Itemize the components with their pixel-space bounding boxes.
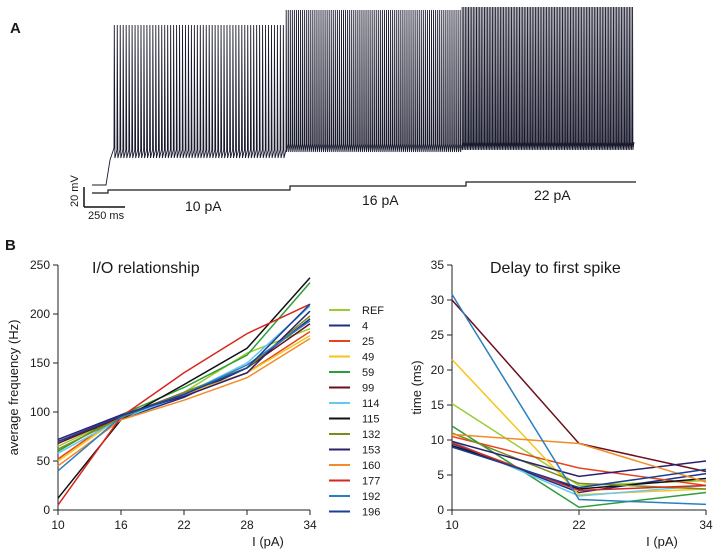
legend-label-25: 25 <box>362 336 374 348</box>
delay-series-192 <box>451 294 707 506</box>
io-y-tick-label: 250 <box>30 258 50 272</box>
io-series-4 <box>57 318 311 443</box>
legend-label-99: 99 <box>362 383 374 395</box>
voltage-trace <box>92 6 635 186</box>
stimulus-label-16pa: 16 pA <box>362 192 399 208</box>
delay-y-tick-label: 10 <box>431 433 445 447</box>
delay-first-spike-chart: 0 5 10 15 20 25 30 35 10 22 34 Delay to first spike… <box>409 258 713 549</box>
legend-label-REF: REF <box>362 305 384 317</box>
delay-series-153 <box>451 440 707 478</box>
delay-y-tick-label: 15 <box>431 398 445 412</box>
io-y-tick-label: 0 <box>43 503 50 517</box>
io-x-tick-label: 10 <box>51 518 65 532</box>
panel-a-label: A <box>10 20 21 37</box>
io-x-tick-label: 28 <box>240 518 254 532</box>
stimulus-trace <box>92 181 636 194</box>
delay-x-tick-label: 10 <box>445 518 459 532</box>
legend-label-115: 115 <box>362 414 380 426</box>
io-x-label: I (pA) <box>252 534 284 549</box>
delay-series-49 <box>451 358 707 496</box>
stimulus-label-22pa: 22 pA <box>534 187 571 203</box>
delay-y-label: time (ms) <box>409 360 424 414</box>
io-y-tick-label: 50 <box>37 454 51 468</box>
delay-x-tick-label: 22 <box>572 518 586 532</box>
io-series-153 <box>57 310 311 441</box>
legend-label-177: 177 <box>362 476 380 488</box>
scale-bar-h-label: 250 ms <box>88 210 125 222</box>
delay-series-177 <box>451 442 707 492</box>
legend-label-153: 153 <box>362 445 380 457</box>
legend-label-49: 49 <box>362 352 374 364</box>
spike-train-path <box>92 6 635 186</box>
io-y-tick-label: 150 <box>30 356 50 370</box>
delay-y-tick-label: 30 <box>431 293 445 307</box>
delay-y-tick-label: 35 <box>431 258 445 272</box>
delay-title: Delay to first spike <box>490 260 621 277</box>
io-y-tick-label: 200 <box>30 307 50 321</box>
legend-label-59: 59 <box>362 367 374 379</box>
delay-series-25 <box>451 435 707 487</box>
legend-label-132: 132 <box>362 429 380 441</box>
delay-x-label: I (pA) <box>646 534 678 549</box>
legend-label-4: 4 <box>362 321 368 333</box>
legend-label-192: 192 <box>362 491 380 503</box>
delay-series-160 <box>451 433 707 483</box>
delay-y-tick-label: 5 <box>437 468 444 482</box>
delay-y-tick-label: 20 <box>431 363 445 377</box>
delay-x-tick-label: 34 <box>699 518 713 532</box>
scale-bar-v-label: 20 mV <box>69 175 81 207</box>
delay-y-tick-label: 25 <box>431 328 445 342</box>
io-x-tick-label: 16 <box>114 518 128 532</box>
legend-label-160: 160 <box>362 460 380 472</box>
io-x-tick-label: 22 <box>177 518 191 532</box>
io-series-196 <box>57 303 311 443</box>
panel-b-label: B <box>5 237 16 254</box>
legend-label-196: 196 <box>362 507 380 519</box>
legend: REF 4 25 49 59 99 114 115 132 153 160 177 192 196 <box>329 305 384 519</box>
io-x-tick-label: 34 <box>303 518 317 532</box>
delay-series-196 <box>451 446 707 489</box>
io-relationship-chart: 0 50 100 150 200 250 10 16 22 28 34 I/O relationshi… <box>6 258 317 549</box>
io-series-177 <box>57 303 311 506</box>
delay-series-REF <box>451 402 707 487</box>
io-y-label: average frequency (Hz) <box>6 320 21 456</box>
io-title: I/O relationship <box>92 260 200 277</box>
io-y-tick-label: 100 <box>30 405 50 419</box>
stimulus-label-10pa: 10 pA <box>185 198 222 214</box>
delay-y-tick-label: 0 <box>437 503 444 517</box>
io-series-49 <box>57 334 311 462</box>
legend-label-114: 114 <box>362 398 380 410</box>
io-series-59 <box>57 282 311 452</box>
